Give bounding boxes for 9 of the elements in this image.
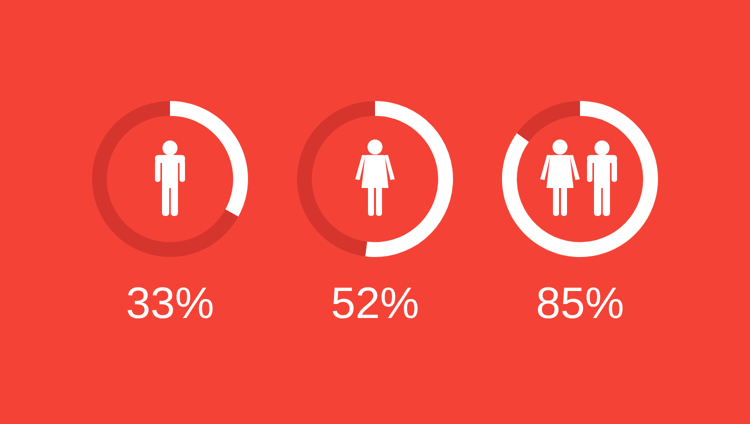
text: 85% [536,279,624,328]
donut-slice [170,101,248,217]
donut-slice [297,101,375,256]
donut-slice [502,101,658,257]
text: 33% [126,279,214,328]
donut-slice [365,101,453,257]
text: 52% [331,279,420,328]
donut-slice [516,101,580,142]
donut-slice [92,101,238,257]
